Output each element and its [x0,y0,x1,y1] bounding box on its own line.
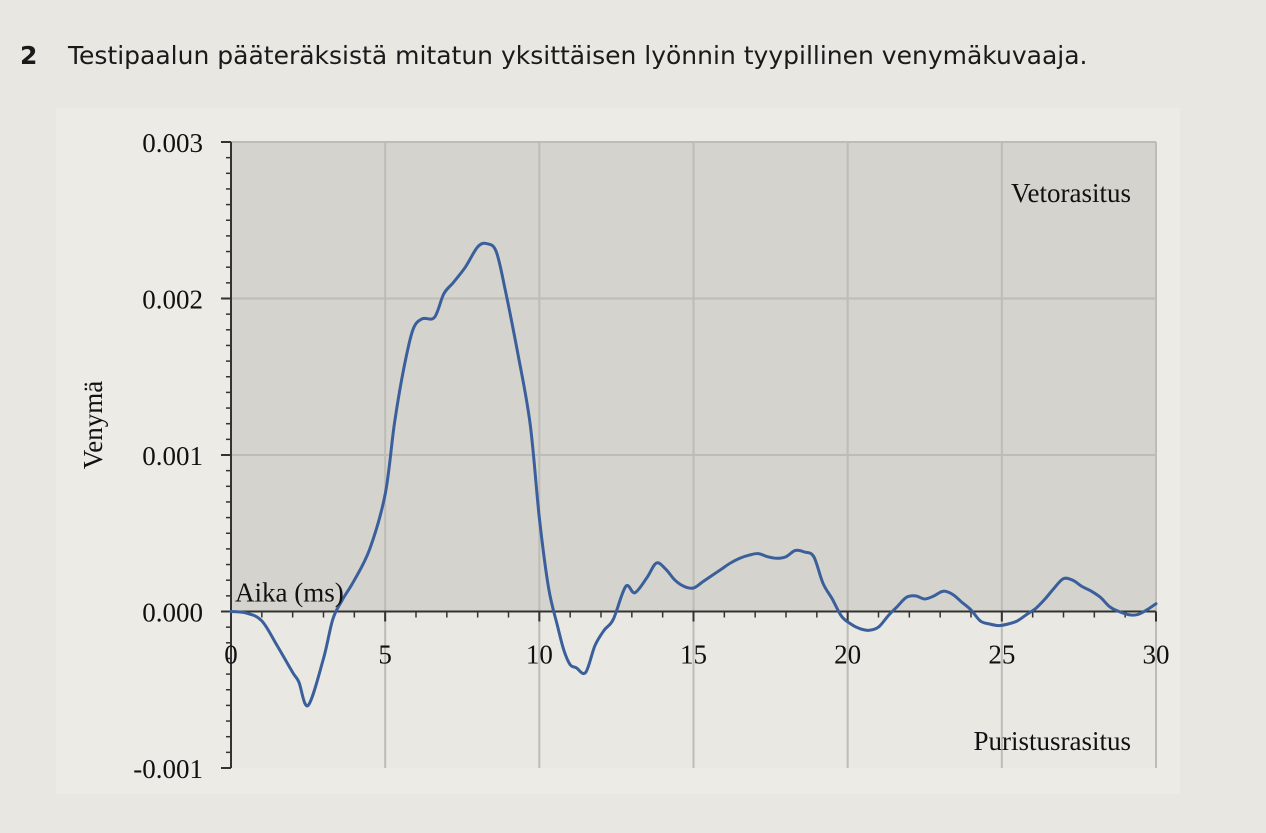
chart-panel: -0.001 0.000 0.001 0.002 0.003 0 5 10 15 20 25 30 V… [56,108,1180,794]
y-tick-label: 0.002 [142,285,203,315]
x-axis-label: Aika (ms) [235,578,344,608]
grid-lines [231,141,1157,768]
x-tick-label: 0 [224,640,238,670]
tick-marks [221,141,1157,769]
annotation-tension: Vetorasitus [1011,178,1131,208]
y-tick-label: 0.001 [142,441,203,471]
x-tick-label: 25 [988,640,1015,670]
figure-caption-text: Testipaalun pääteräksistä mitatun yksitt… [68,40,1088,70]
x-tick-label: 15 [680,640,707,670]
x-tick-label: 30 [1143,640,1170,670]
y-tick-label: 0.000 [142,598,203,628]
figure-number: 2 [20,40,38,70]
x-tick-label: 20 [834,640,861,670]
strain-series-line [229,241,1158,708]
x-tick-label: 10 [526,640,553,670]
strain-chart: -0.001 0.000 0.001 0.002 0.003 0 5 10 15 20 25 30 V… [78,128,1170,784]
x-tick-label: 5 [378,640,392,670]
y-tick-label: -0.001 [133,754,203,784]
y-axis-label: Venymä [78,381,108,469]
figure-caption: 2 Testipaalun pääteräksistä mitatun yksi… [20,30,1087,80]
annotation-compression: Puristusrasitus [973,726,1131,756]
tick-labels: -0.001 0.000 0.001 0.002 0.003 0 5 10 15 20 25 30 [133,128,1169,784]
y-tick-label: 0.003 [142,128,203,158]
